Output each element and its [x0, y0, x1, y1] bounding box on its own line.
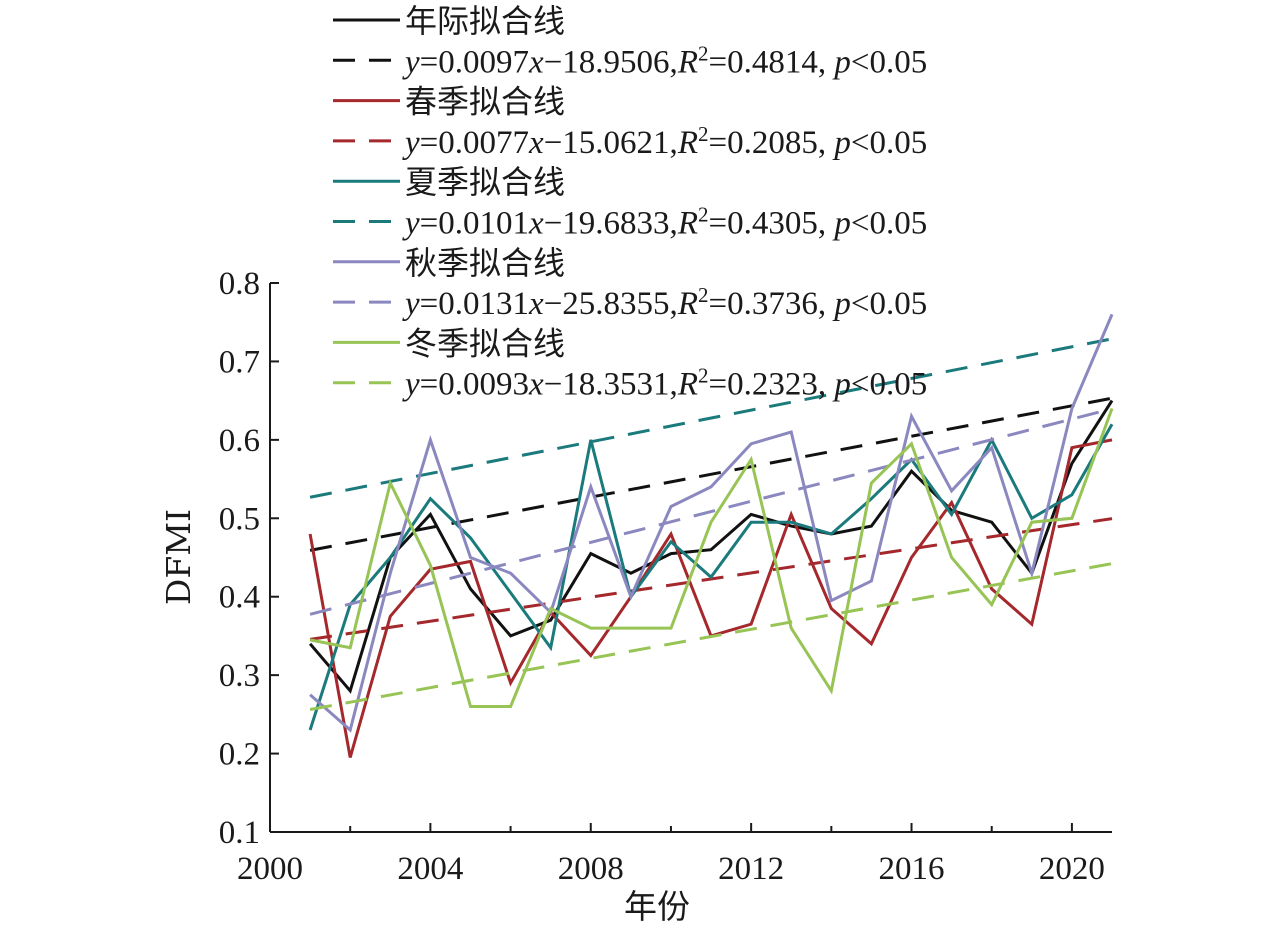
- series-line-4: [309, 407, 1114, 708]
- axes: 0.1 0.2 0.3 0.4 0.5 0.6 0.7 0.8 2000 2004 2008 2012…: [219, 266, 1112, 887]
- y-tick-label: 0.4: [219, 580, 260, 616]
- y-tick-label: 0.8: [219, 266, 260, 302]
- fit-line-2: [309, 337, 1113, 499]
- legend-label: 秋季拟合线: [405, 244, 565, 282]
- y-tick-label: 0.7: [219, 344, 260, 380]
- legend-fit-label: y=0.0097x−18.9506,R2=0.4814, p<0.05: [402, 41, 927, 80]
- fit-line-4: [309, 562, 1113, 711]
- y-tick-label: 0.2: [219, 737, 260, 773]
- x-tick-label: 2020: [1039, 851, 1105, 887]
- series-line-0: [308, 399, 1114, 694]
- y-tick-label: 0.1: [219, 815, 260, 851]
- y-tick-label: 0.6: [219, 423, 260, 459]
- legend-label: 年际拟合线: [405, 2, 565, 40]
- legend-label: 冬季拟合线: [405, 324, 565, 362]
- x-tick-label: 2000: [237, 851, 303, 887]
- legend-label: 春季拟合线: [405, 83, 565, 121]
- x-tick-label: 2008: [558, 851, 624, 887]
- series-line-3: [309, 313, 1114, 733]
- legend-fit-label: y=0.0131x−25.8355,R2=0.3736, p<0.05: [402, 283, 927, 322]
- legend-fit-label: y=0.0093x−18.3531,R2=0.2323, p<0.05: [402, 364, 927, 403]
- legend-label: 夏季拟合线: [405, 163, 565, 201]
- legend-fit-label: y=0.0077x−15.0621,R2=0.2085, p<0.05: [402, 122, 927, 161]
- x-tick-label: 2016: [879, 851, 945, 887]
- x-axis-title: 年份: [624, 887, 690, 926]
- plot-area: [308, 313, 1114, 758]
- x-tick-label: 2004: [397, 851, 463, 887]
- y-axis-title: DFMI: [159, 509, 198, 605]
- fit-line-0: [309, 396, 1113, 552]
- y-tick-label: 0.5: [219, 501, 260, 537]
- y-tick-label: 0.3: [219, 658, 260, 694]
- legend-fit-label: y=0.0101x−19.6833,R2=0.4305, p<0.05: [402, 203, 927, 242]
- x-tick-label: 2012: [718, 851, 784, 887]
- series-line-2: [308, 423, 1114, 731]
- fit-line-3: [309, 407, 1113, 616]
